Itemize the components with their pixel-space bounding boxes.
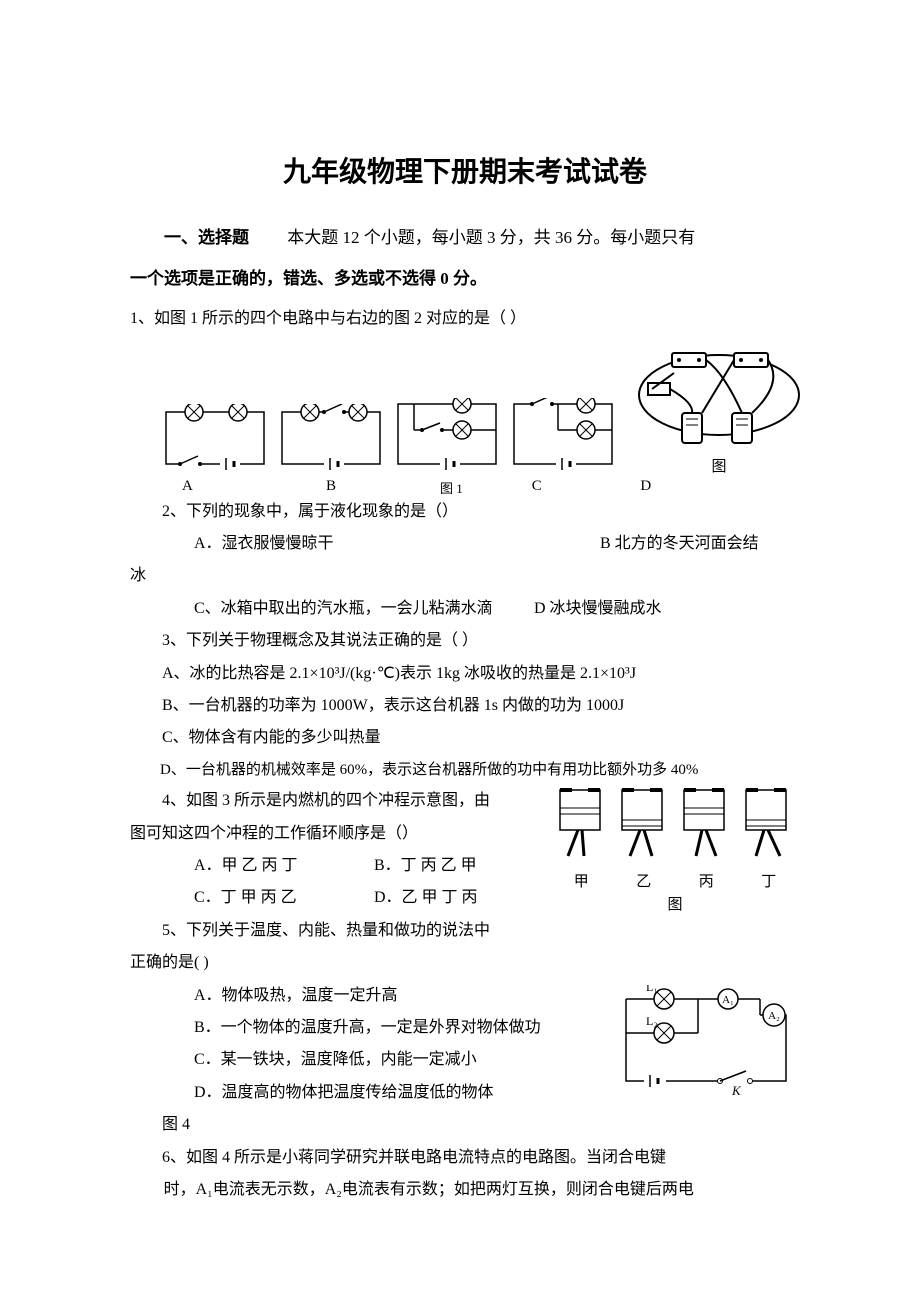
q2-opt-c: C、冰箱中取出的汽水瓶，一会儿粘满水滴 bbox=[194, 594, 534, 624]
q4-row-ab: A．甲 乙 丙 丁 B．丁 丙 乙 甲 bbox=[130, 851, 542, 881]
q4-opt-b: B．丁 丙 乙 甲 bbox=[374, 851, 477, 881]
q1-photo-svg bbox=[634, 343, 804, 453]
q2-opt-a: A．湿衣服慢慢晾干 bbox=[130, 529, 600, 559]
q4-row-cd: C．丁 甲 丙 乙 D．乙 甲 丁 丙 bbox=[130, 883, 542, 913]
q6-k-label: K bbox=[731, 1083, 742, 1095]
q1-label-d: D bbox=[611, 478, 681, 497]
q6-l2-label: L₂ bbox=[646, 1014, 658, 1028]
q6-a2-label: A₂ bbox=[768, 1010, 780, 1022]
section-desc-2: 一个选项是正确的，错选、多选或不选得 0 分。 bbox=[130, 269, 487, 288]
circuit-a-svg bbox=[160, 404, 270, 476]
q4-cap-a: 甲 bbox=[574, 870, 589, 891]
q6-figure: L₁ A₁ L₂ A₂ K bbox=[610, 985, 800, 1095]
q1-label-a: A bbox=[182, 478, 292, 497]
exam-page: 九年级物理下册期末考试试卷 一、选择题 本大题 12 个小题，每小题 3 分，共… bbox=[0, 0, 920, 1267]
q4-cap-c: 丙 bbox=[699, 870, 714, 891]
circuit-c-svg bbox=[392, 398, 502, 476]
q1-figure-row: 图 bbox=[160, 343, 800, 476]
q1-label-c: C bbox=[497, 478, 577, 497]
q2-row-ab: A．湿衣服慢慢晾干 B 北方的冬天河面会结 bbox=[130, 529, 800, 559]
q1-label-b: B bbox=[326, 478, 406, 497]
q1-caption-row: A B 图 1 C D bbox=[182, 478, 800, 497]
q1-circuit-a bbox=[160, 404, 270, 476]
section-header: 一、选择题 本大题 12 个小题，每小题 3 分，共 36 分。每小题只有 bbox=[130, 218, 800, 257]
q3-opt-c: C、物体含有内能的多少叫热量 bbox=[130, 723, 800, 753]
q4-engine-svg bbox=[550, 788, 800, 868]
section-desc-2-row: 一个选项是正确的，错选、多选或不选得 0 分。 bbox=[130, 259, 800, 298]
q1-stem: 1、如图 1 所示的四个电路中与右边的图 2 对应的是（ ） bbox=[130, 304, 800, 334]
q1-circuit-c bbox=[392, 398, 502, 476]
page-title: 九年级物理下册期末考试试卷 bbox=[130, 150, 800, 190]
q2-opt-b2: 冰 bbox=[130, 561, 800, 591]
q4-fig-label: 图 bbox=[550, 893, 800, 914]
q1-circuit-d bbox=[508, 398, 618, 476]
q6-a1-label: A₁ bbox=[722, 994, 734, 1006]
q6-l1-label: L₁ bbox=[646, 985, 658, 994]
q3-stem: 3、下列关于物理概念及其说法正确的是（ ） bbox=[130, 626, 800, 656]
q3-opt-b: B、一台机器的功率为 1000W，表示这台机器 1s 内做的功为 1000J bbox=[130, 691, 800, 721]
circuit-d-svg bbox=[508, 398, 618, 476]
q4-opt-a: A．甲 乙 丙 丁 bbox=[194, 851, 374, 881]
q1-photo: 图 bbox=[634, 343, 804, 476]
q6-circuit-svg: L₁ A₁ L₂ A₂ K bbox=[610, 985, 800, 1095]
q1-fig1-label: 图 1 bbox=[440, 478, 463, 497]
q6-stem-1: 6、如图 4 所示是小蒋同学研究并联电路电流特点的电路图。当闭合电键 bbox=[130, 1143, 800, 1173]
circuit-b-svg bbox=[276, 404, 386, 476]
section-label: 一、选择题 bbox=[164, 228, 249, 247]
q4-cap-d: 丁 bbox=[761, 870, 776, 891]
q5-stem-1: 5、下列关于温度、内能、热量和做功的说法中 bbox=[130, 916, 800, 946]
q4-cap-b: 乙 bbox=[636, 870, 651, 891]
q5-stem-2: 正确的是( ) bbox=[130, 948, 800, 978]
q2-opt-b: B 北方的冬天河面会结 bbox=[600, 529, 800, 559]
q4-wrap: 甲 乙 丙 丁 图 4、如图 3 所示是内燃机的四个冲程示意图，由 图可知这四个… bbox=[130, 786, 800, 978]
q3-opt-a: A、冰的比热容是 2.1×10³J/(kg·℃)表示 1kg 冰吸收的热量是 2… bbox=[130, 659, 800, 689]
q4-opt-c: C．丁 甲 丙 乙 bbox=[194, 883, 374, 913]
q3-opt-d: D、一台机器的机械效率是 60%，表示这台机器所做的功中有用功比额外功多 40% bbox=[130, 756, 800, 785]
q4-figure: 甲 乙 丙 丁 图 bbox=[550, 788, 800, 914]
q2-opt-d: D 冰块慢慢融成水 bbox=[534, 594, 662, 624]
section-desc-1: 本大题 12 个小题，每小题 3 分，共 36 分。每小题只有 bbox=[287, 228, 695, 247]
q6-stem-2: 时，A₁电流表无示数，A₂电流表有示数；如把两灯互换，则闭合电键后两电 bbox=[130, 1175, 800, 1205]
q4-caps: 甲 乙 丙 丁 bbox=[550, 870, 800, 891]
q1-fig2-label: 图 bbox=[711, 455, 726, 476]
q6-fig-label: 图 4 bbox=[130, 1110, 800, 1140]
q2-row-cd: C、冰箱中取出的汽水瓶，一会儿粘满水滴 D 冰块慢慢融成水 bbox=[130, 594, 800, 624]
q2-stem: 2、下列的现象中，属于液化现象的是（） bbox=[130, 497, 800, 527]
q1-circuit-b bbox=[276, 404, 386, 476]
q4-opt-d: D．乙 甲 丁 丙 bbox=[374, 883, 478, 913]
